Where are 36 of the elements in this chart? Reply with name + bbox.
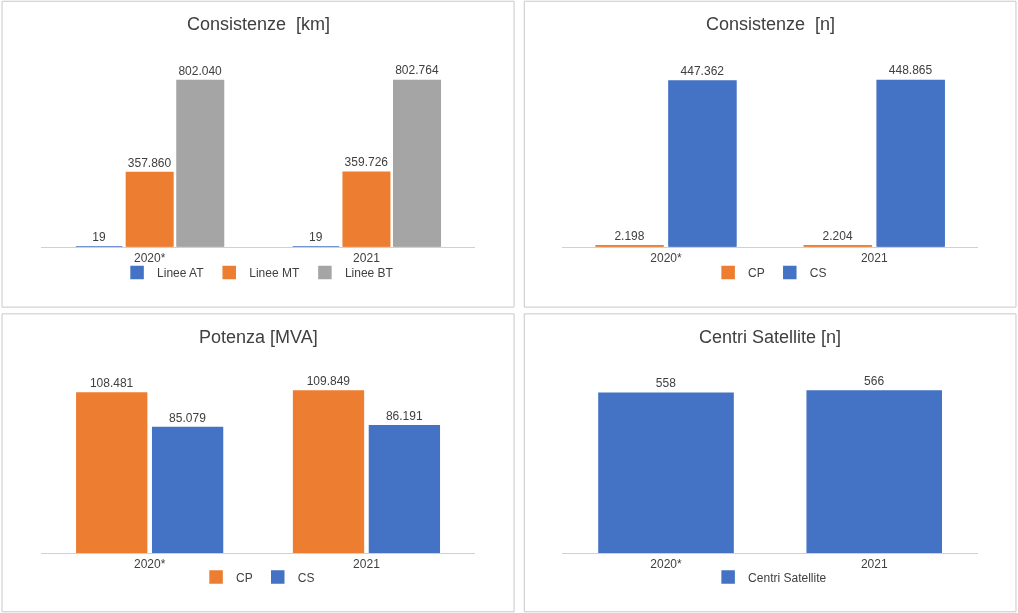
data-label: 109.849 [306,373,351,388]
x-tick-label: 2021 [860,251,888,266]
chart-title: Potenza [MVA] [199,327,318,347]
data-label: 2.198 [614,228,645,243]
legend-label: CS [297,570,315,585]
data-label: 802.764 [395,63,439,78]
data-label: 19 [309,229,323,244]
x-tick-label: 2021 [860,557,888,572]
data-label: 359.726 [344,155,389,170]
data-label: 85.079 [169,410,207,425]
x-tick-label: 2021 [353,557,381,572]
x-tick-label: 2020* [650,557,683,572]
data-label: 2.204 [822,228,853,243]
legend-label: CP [236,570,253,585]
chart-title: Centri Satellite [n] [699,327,842,347]
data-label: 108.481 [89,376,134,391]
data-label: 566 [864,373,885,388]
legend-label: CP [748,266,765,281]
data-label: 19 [92,229,106,244]
data-label: 447.362 [680,63,725,78]
data-label: 802.040 [178,63,223,78]
x-tick-label: 2020* [133,557,166,572]
legend-label: Linee AT [157,266,205,281]
data-label: 558 [655,376,677,391]
data-label: 448.865 [888,63,933,78]
chart-title: Consistenze [km] [187,14,331,34]
legend-label: Linee MT [249,266,300,281]
x-tick-label: 2020* [133,251,166,266]
legend-label: CS [809,266,827,281]
x-tick-label: 2021 [353,251,381,266]
chart-title: Consistenze [n] [706,14,836,34]
legend-label: Linee BT [344,266,394,281]
data-label: 86.191 [385,408,423,423]
data-label: 357.860 [127,155,172,170]
legend-label: Centri Satellite [748,570,827,585]
x-tick-label: 2020* [650,251,683,266]
